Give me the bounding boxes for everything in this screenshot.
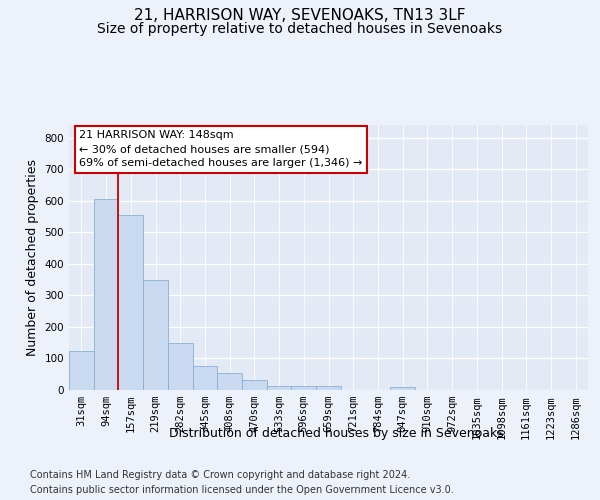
Bar <box>316 386 341 390</box>
Bar <box>118 215 143 390</box>
Text: Distribution of detached houses by size in Sevenoaks: Distribution of detached houses by size … <box>169 428 503 440</box>
Bar <box>217 372 242 390</box>
Y-axis label: Number of detached properties: Number of detached properties <box>26 159 39 356</box>
Bar <box>242 380 267 390</box>
Text: 21 HARRISON WAY: 148sqm
← 30% of detached houses are smaller (594)
69% of semi-d: 21 HARRISON WAY: 148sqm ← 30% of detache… <box>79 130 363 168</box>
Bar <box>292 386 316 390</box>
Text: Contains HM Land Registry data © Crown copyright and database right 2024.: Contains HM Land Registry data © Crown c… <box>30 470 410 480</box>
Bar <box>94 199 118 390</box>
Bar <box>69 350 94 390</box>
Bar <box>143 280 168 390</box>
Text: Contains public sector information licensed under the Open Government Licence v3: Contains public sector information licen… <box>30 485 454 495</box>
Text: 21, HARRISON WAY, SEVENOAKS, TN13 3LF: 21, HARRISON WAY, SEVENOAKS, TN13 3LF <box>134 8 466 22</box>
Text: Size of property relative to detached houses in Sevenoaks: Size of property relative to detached ho… <box>97 22 503 36</box>
Bar <box>390 388 415 390</box>
Bar <box>168 342 193 390</box>
Bar <box>193 366 217 390</box>
Bar <box>267 386 292 390</box>
